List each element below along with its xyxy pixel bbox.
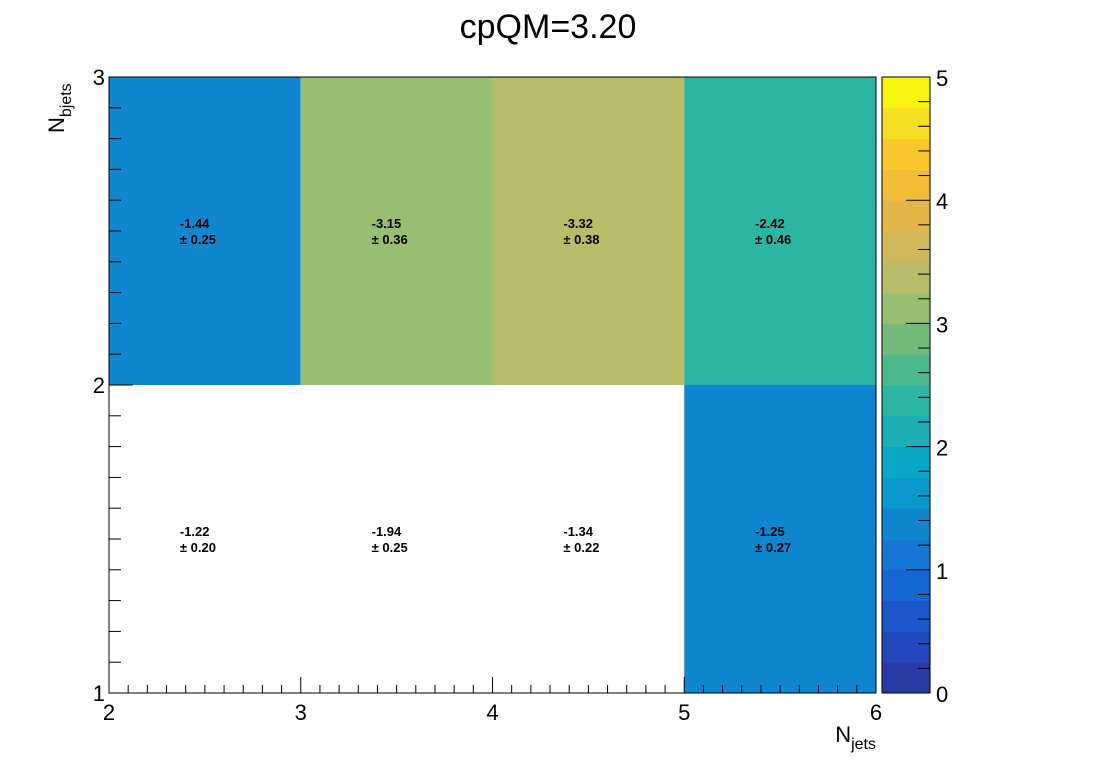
- heatmap-cell: [492, 77, 685, 385]
- cell-error-label: ± 0.25: [180, 232, 216, 247]
- cell-error-label: ± 0.20: [180, 540, 216, 555]
- heatmap-cell: [684, 77, 876, 385]
- colorbar-segment: [882, 446, 930, 478]
- cell-error-label: ± 0.36: [372, 232, 408, 247]
- cell-error-label: ± 0.25: [372, 540, 408, 555]
- colorbar-segment: [882, 631, 930, 663]
- heatmap-cell: [684, 385, 876, 693]
- x-axis-label-sub: jets: [850, 736, 876, 753]
- x-tick-label: 2: [103, 700, 115, 725]
- x-tick-label: 4: [486, 700, 498, 725]
- colorbar-segment: [882, 385, 930, 417]
- colorbar-segment: [882, 323, 930, 355]
- colorbar-segment: [882, 569, 930, 602]
- colorbar-segment: [882, 508, 930, 540]
- cell-value-label: -1.94: [372, 524, 402, 539]
- colorbar-segment: [882, 200, 930, 232]
- heatmap-cell: [109, 77, 301, 385]
- cell-error-label: ± 0.22: [563, 540, 599, 555]
- colorbar-segment: [882, 107, 930, 140]
- y-axis-label-sub: bjets: [58, 83, 75, 117]
- cell-error-label: ± 0.46: [755, 232, 791, 247]
- cell-value-label: -3.15: [372, 216, 402, 231]
- colorbar-segment: [882, 77, 930, 109]
- chart-title: cpQM=3.20: [460, 8, 637, 46]
- colorbar-tick-label: 1: [936, 559, 948, 584]
- x-tick-label: 6: [870, 700, 882, 725]
- colorbar-tick-label: 5: [936, 66, 948, 91]
- x-axis-label-main: N: [835, 722, 851, 747]
- cell-error-label: ± 0.38: [563, 232, 599, 247]
- x-tick-label: 5: [678, 700, 690, 725]
- x-axis-label: Njets: [835, 722, 876, 753]
- cell-value-label: -1.34: [563, 524, 593, 539]
- colorbar-segment: [882, 354, 930, 386]
- colorbar-segment: [882, 662, 930, 694]
- cell-value-label: -1.25: [755, 524, 785, 539]
- y-tick-label: 1: [93, 681, 105, 706]
- colorbar-segment: [882, 415, 930, 448]
- cell-value-label: -2.42: [755, 216, 785, 231]
- colorbar-tick-label: 0: [936, 682, 948, 707]
- cell-error-label: ± 0.27: [755, 540, 791, 555]
- colorbar-segment: [882, 539, 930, 571]
- colorbar-segment: [882, 231, 930, 263]
- y-axis-label-main: N: [44, 117, 69, 133]
- colorbar-segment: [882, 292, 930, 324]
- cell-value-label: -1.22: [180, 524, 210, 539]
- y-tick-label: 2: [93, 373, 105, 398]
- colorbar-segment: [882, 600, 930, 632]
- colorbar-segment: [882, 169, 930, 201]
- cell-value-label: -1.44: [180, 216, 210, 231]
- heatmap-cell: [300, 77, 493, 385]
- cell-value-label: -3.32: [563, 216, 593, 231]
- colorbar-tick-label: 2: [936, 436, 948, 461]
- colorbar-segment: [882, 261, 930, 294]
- colorbar-tick-label: 3: [936, 312, 948, 337]
- y-tick-label: 3: [93, 65, 105, 90]
- colorbar-segment: [882, 477, 930, 509]
- colorbar-tick-label: 4: [936, 189, 948, 214]
- y-axis-label: Nbjets: [44, 83, 75, 133]
- colorbar-segment: [882, 138, 930, 170]
- x-tick-label: 3: [295, 700, 307, 725]
